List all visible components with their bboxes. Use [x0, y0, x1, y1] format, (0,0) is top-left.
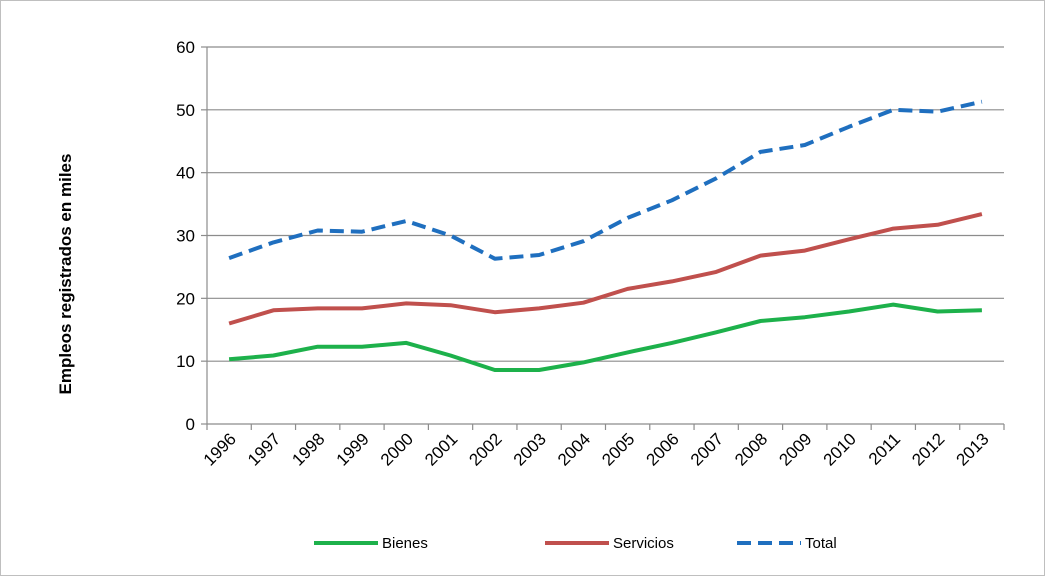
- x-tick-label: 2005: [598, 429, 638, 469]
- y-tick-labels: 0 10 20 30 40 50 60: [176, 38, 195, 434]
- series-line-bienes: [228, 302, 982, 372]
- x-tick-label: 2001: [421, 429, 461, 469]
- x-tick-label: 2011: [865, 429, 904, 468]
- legend-label-servicios: Servicios: [613, 535, 674, 552]
- y-axis-label: Empleos registrados en miles: [56, 154, 75, 395]
- x-tick-label: 2013: [953, 429, 993, 469]
- y-tick-label: 20: [176, 289, 195, 308]
- legend: Bienes Servicios Total: [314, 535, 837, 552]
- legend-label-bienes: Bienes: [382, 535, 428, 552]
- x-tick-label: 2007: [687, 429, 727, 469]
- y-tick-label: 50: [176, 101, 195, 120]
- x-tick-label: 1997: [244, 429, 284, 469]
- x-tick-label: 1998: [288, 429, 328, 469]
- x-tick-label: 2004: [554, 429, 594, 469]
- x-tick-label: 2012: [908, 429, 948, 469]
- x-tick-label: 2010: [820, 429, 860, 469]
- x-tick-label: 2002: [465, 429, 505, 469]
- y-tick-label: 0: [186, 415, 195, 434]
- y-tick-label: 40: [176, 164, 195, 183]
- series-line-servicios: [228, 212, 983, 326]
- x-tick-label: 1996: [200, 429, 240, 469]
- axes: [201, 46, 1005, 430]
- x-tick-label: 2008: [731, 429, 771, 469]
- y-tick-label: 60: [176, 38, 195, 57]
- grid-lines: [207, 46, 1004, 362]
- y-tick-label: 10: [176, 352, 195, 371]
- legend-label-total: Total: [805, 535, 837, 552]
- x-tick-label: 1999: [333, 429, 373, 469]
- x-tick-label: 2006: [643, 429, 683, 469]
- x-tick-label: 2003: [510, 429, 550, 469]
- x-tick-labels: 1996 1997 1998 1999 2000 2001 2002 2003 2004 2005…: [200, 429, 993, 469]
- series-line-total: [228, 99, 983, 261]
- x-tick-label: 2000: [377, 429, 417, 469]
- series-lines: [228, 99, 983, 372]
- x-tick-label: 2009: [775, 429, 815, 469]
- y-tick-label: 30: [176, 227, 195, 246]
